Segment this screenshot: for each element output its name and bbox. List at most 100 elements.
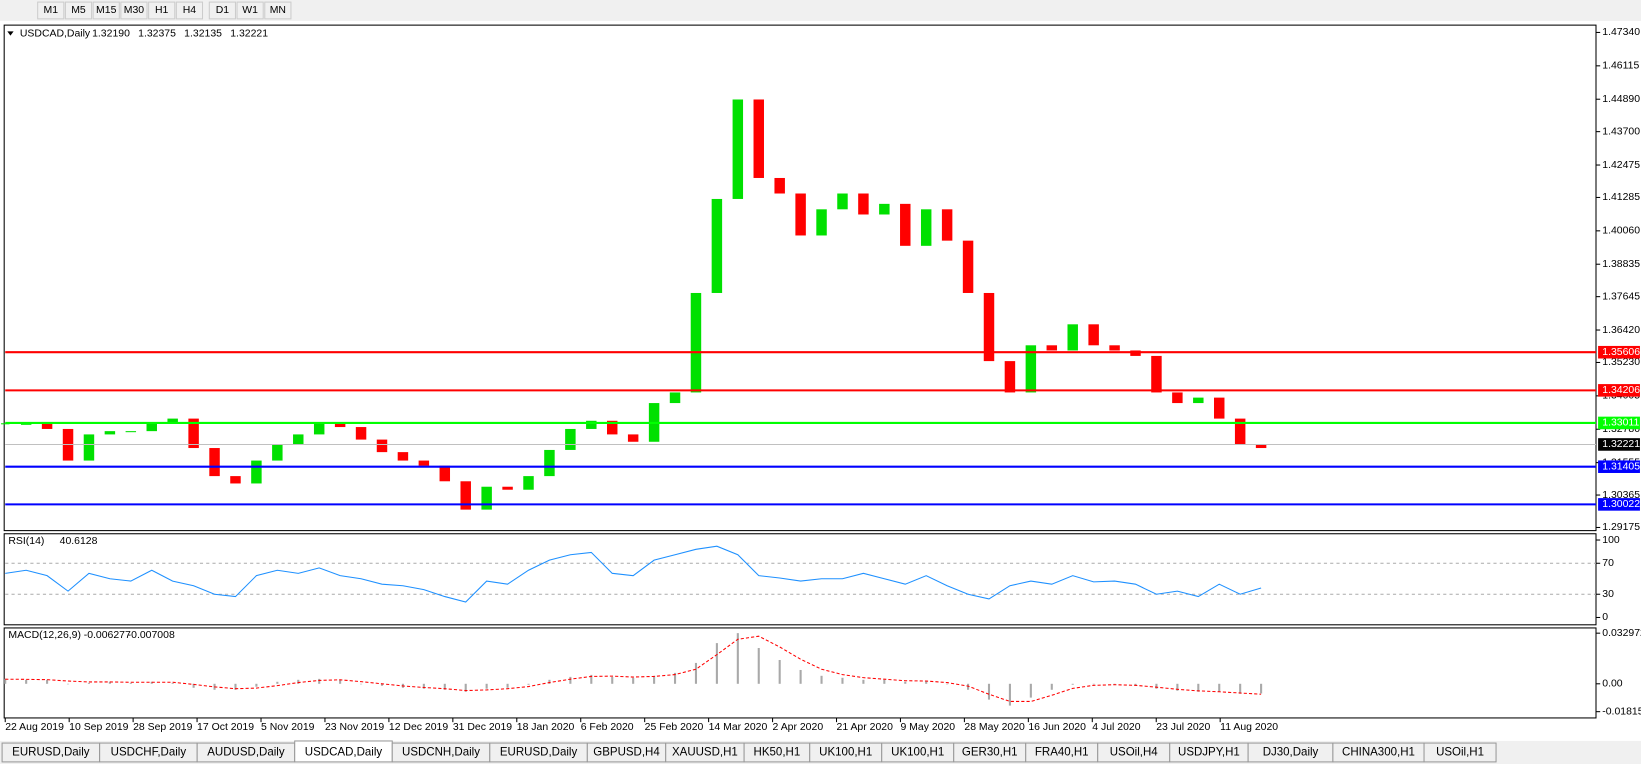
- timeframe-button[interactable]: [208, 1, 236, 20]
- tab-label[interactable]: FRA40,H1: [1035, 747, 1089, 759]
- timeframe-label[interactable]: H4: [183, 5, 197, 16]
- candle: [920, 209, 932, 246]
- x-tick-label: 17 Oct 2019: [197, 722, 254, 733]
- timeframe-button[interactable]: [148, 1, 176, 20]
- candle: [167, 418, 178, 424]
- y-tick-label: 1.35230: [1602, 357, 1640, 368]
- macd-bar: [485, 683, 488, 689]
- timeframe-button[interactable]: [37, 1, 65, 20]
- timeframe-button[interactable]: [175, 1, 204, 20]
- tab-label[interactable]: UK100,H1: [891, 747, 944, 759]
- y-tick-label: 0: [1602, 612, 1608, 623]
- candle: [858, 193, 869, 215]
- macd-bar: [276, 681, 279, 684]
- y-tick-label: 1.40060: [1602, 226, 1640, 237]
- tab-label[interactable]: USOil,H4: [1110, 747, 1159, 759]
- tab-label[interactable]: USOil,H1: [1436, 747, 1484, 759]
- macd-bar: [757, 648, 760, 684]
- x-tick-label: 4 Jul 2020: [1092, 722, 1140, 733]
- timeframe-label[interactable]: D1: [216, 5, 230, 16]
- macd-bar: [1176, 683, 1179, 691]
- timeframe-button[interactable]: [264, 1, 292, 20]
- candle: [1004, 361, 1016, 393]
- candle: [879, 203, 890, 215]
- candle: [334, 423, 346, 428]
- last-price-box: [1598, 438, 1640, 451]
- tab-label[interactable]: EURUSD,Daily: [12, 747, 90, 759]
- tab-label[interactable]: UK100,H1: [819, 747, 872, 759]
- candle: [1025, 345, 1037, 393]
- tab-label[interactable]: USDCHF,Daily: [111, 747, 187, 759]
- y-tick-label: 1.47340: [1602, 27, 1640, 38]
- timeframe-label[interactable]: W1: [242, 5, 258, 16]
- tab[interactable]: [1423, 742, 1497, 763]
- timeframe-label[interactable]: M1: [43, 5, 58, 16]
- timeframe-button[interactable]: [92, 1, 120, 20]
- timeframe-label[interactable]: H1: [155, 5, 169, 16]
- collapse-icon: [7, 31, 14, 36]
- macd-bar: [1071, 683, 1074, 685]
- candle: [125, 431, 137, 433]
- tab-label[interactable]: USDCAD,Daily: [305, 747, 383, 759]
- tab-label[interactable]: HK50,H1: [754, 747, 801, 759]
- x-tick-label: 22 Aug 2019: [5, 722, 64, 733]
- timeframe-button[interactable]: [120, 1, 148, 20]
- y-tick-label: 70: [1602, 558, 1614, 569]
- candle: [1234, 418, 1246, 445]
- timeframe-button[interactable]: [236, 1, 264, 20]
- timeframe-label[interactable]: M5: [71, 5, 86, 16]
- y-tick-label: -0.018154: [1602, 706, 1641, 717]
- x-tick-label: 16 Jun 2020: [1028, 722, 1086, 733]
- y-tick-label: 1.46115: [1602, 61, 1639, 72]
- timeframe-label[interactable]: MN: [270, 5, 286, 16]
- candle: [1109, 345, 1120, 351]
- timeframe-label[interactable]: M30: [124, 5, 145, 16]
- y-tick-label: 0.032972: [1602, 628, 1641, 639]
- candle: [774, 177, 785, 194]
- tab-label[interactable]: EURUSD,Daily: [500, 747, 578, 759]
- macd-bar: [778, 659, 781, 684]
- macd-bar: [192, 683, 195, 688]
- y-tick-label: 1.41285: [1602, 192, 1640, 203]
- y-tick-label: 1.37645: [1602, 291, 1640, 302]
- level-label: 1.33011: [1602, 418, 1639, 429]
- tab-label[interactable]: GBPUSD,H4: [593, 747, 660, 759]
- tab-label[interactable]: CHINA300,H1: [1342, 747, 1415, 759]
- level-label-box: [1598, 498, 1640, 511]
- macd-bar: [862, 679, 865, 684]
- macd-bar: [108, 681, 111, 684]
- candle: [900, 203, 911, 246]
- macd-bar: [360, 683, 363, 685]
- timeframe-label[interactable]: M15: [96, 5, 117, 16]
- tab-label[interactable]: DJ30,Daily: [1263, 747, 1319, 759]
- tab-label[interactable]: XAUUSD,H1: [672, 747, 738, 759]
- candle: [1193, 397, 1204, 404]
- candle: [376, 439, 388, 453]
- tab-label[interactable]: USDJPY,H1: [1178, 747, 1240, 759]
- macd-bar: [1029, 683, 1032, 698]
- macd-bar: [318, 678, 321, 684]
- macd-bar: [66, 683, 70, 685]
- x-tick-label: 28 May 2020: [964, 722, 1025, 733]
- macd-bar: [87, 682, 91, 684]
- tab-label[interactable]: AUDUSD,Daily: [207, 747, 285, 759]
- macd-bar: [548, 679, 551, 684]
- macd-signal-line: [5, 635, 1262, 702]
- tab-label[interactable]: USDCNH,Daily: [402, 747, 480, 759]
- macd-bar: [171, 682, 174, 684]
- price-panel: [3, 24, 1597, 532]
- tab-label[interactable]: GER30,H1: [962, 747, 1018, 759]
- x-tick-label: 12 Dec 2019: [389, 722, 448, 733]
- macd-bar: [464, 683, 467, 692]
- level-label: 1.31405: [1602, 461, 1640, 472]
- timeframe-button[interactable]: [64, 1, 93, 20]
- macd-bar: [946, 683, 949, 685]
- macd-bar: [820, 675, 823, 684]
- rsi-title: RSI(14): [8, 536, 44, 547]
- candle: [690, 292, 702, 393]
- candle: [104, 431, 116, 435]
- candle: [941, 209, 953, 241]
- macd-bar: [632, 677, 635, 684]
- candle: [732, 99, 744, 199]
